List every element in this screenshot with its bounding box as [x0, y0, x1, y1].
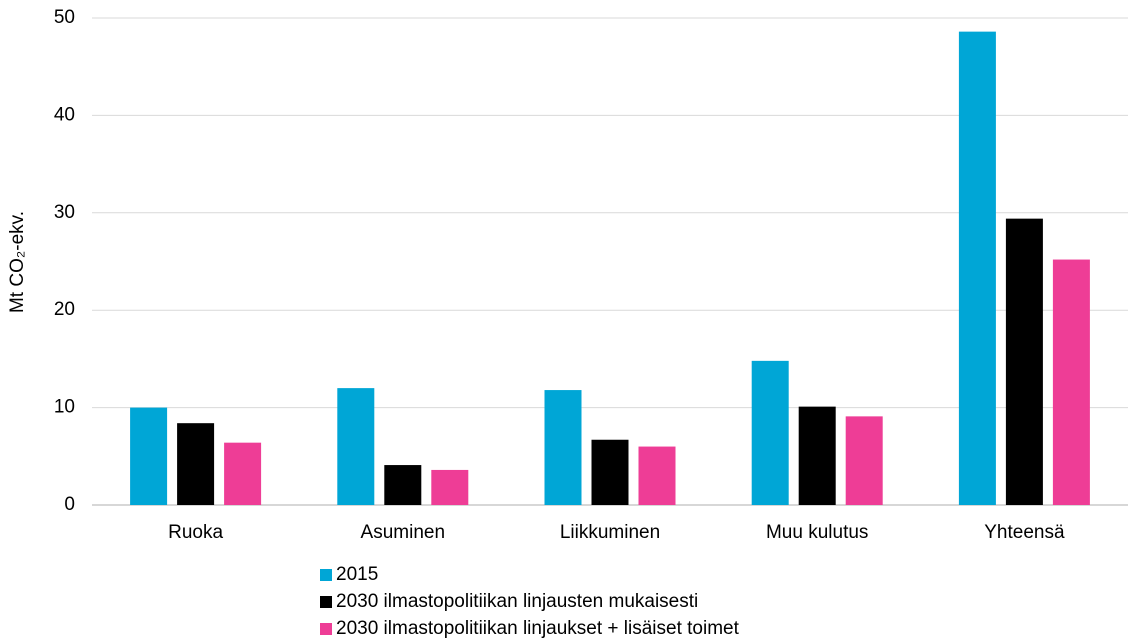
y-tick-label: 20: [54, 299, 75, 320]
bar: [384, 465, 422, 505]
bar: [958, 31, 996, 506]
y-axis-label: Mt CO₂-ekv.: [7, 211, 28, 313]
legend-swatch: [320, 569, 332, 581]
legend-swatch: [320, 623, 332, 635]
x-tick-label: Ruoka: [168, 522, 223, 543]
bar: [591, 439, 629, 505]
bar: [224, 442, 262, 505]
x-tick-label: Yhteensä: [984, 522, 1065, 543]
y-tick-label: 50: [54, 7, 75, 28]
bar: [130, 407, 168, 505]
bar: [177, 423, 215, 505]
y-tick-label: 10: [54, 397, 75, 418]
legend-label: 2015: [336, 564, 378, 585]
bar: [751, 360, 789, 505]
x-tick-label: Liikkuminen: [560, 522, 660, 543]
bar: [337, 388, 375, 505]
bar: [1052, 259, 1090, 505]
bar: [845, 416, 883, 505]
y-tick-label: 0: [64, 494, 75, 515]
bar: [798, 406, 836, 505]
legend-swatch: [320, 596, 332, 608]
x-tick-label: Asuminen: [361, 522, 446, 543]
y-tick-label: 30: [54, 202, 75, 223]
x-tick-label: Muu kulutus: [766, 522, 868, 543]
legend-label: 2030 ilmastopolitiikan linjaukset + lisä…: [336, 618, 740, 639]
bar: [544, 390, 582, 505]
bar: [1005, 218, 1043, 506]
bar: [431, 469, 469, 505]
bar: [638, 446, 676, 505]
legend-label: 2030 ilmastopolitiikan linjausten mukais…: [336, 591, 698, 612]
y-tick-label: 40: [54, 104, 75, 125]
